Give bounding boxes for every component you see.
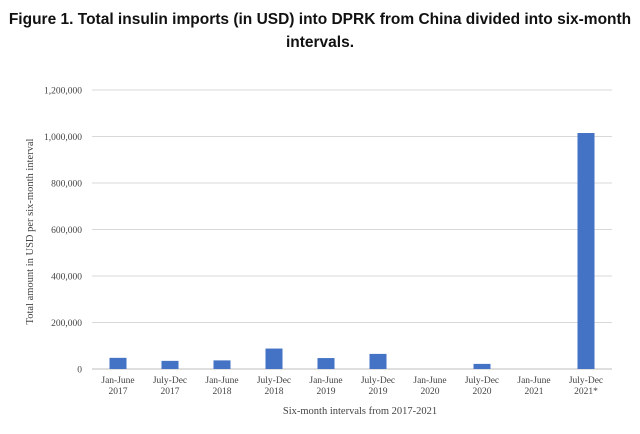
x-tick-label: July-Dec 2018 <box>257 376 291 397</box>
bar <box>317 358 335 369</box>
bar <box>577 133 595 369</box>
x-tick-label: Jan-June 2017 <box>101 376 134 397</box>
bar <box>265 348 283 369</box>
chart-title-line-2: intervals. <box>285 34 355 51</box>
x-tick-label: July-Dec 2019 <box>361 376 395 397</box>
bar <box>161 360 179 369</box>
bar <box>369 353 387 369</box>
y-tick-label: 0 <box>77 366 82 376</box>
bar <box>473 363 491 369</box>
x-tick-label: July-Dec 2021* <box>569 376 603 397</box>
x-tick-label: July-Dec 2020 <box>465 376 499 397</box>
y-tick-label: 600,000 <box>51 226 82 236</box>
y-axis-ticks: 0 200,000 400,000 600,000 800,000 1,000,000 1,… <box>44 87 82 376</box>
chart-title: Figure 1. Total insulin imports (in USD)… <box>0 8 640 54</box>
gridlines <box>92 89 612 370</box>
y-tick-label: 200,000 <box>51 319 82 329</box>
x-tick-label: July-Dec 2017 <box>153 376 187 397</box>
bars <box>109 133 595 369</box>
bar <box>213 360 231 369</box>
bar <box>109 357 127 369</box>
y-axis-label: Total amount in USD per six-month interv… <box>25 138 36 324</box>
chart-title-line-1: Figure 1. Total insulin imports (in USD)… <box>8 11 632 28</box>
x-tick-label: Jan-June 2018 <box>205 376 238 397</box>
y-tick-label: 400,000 <box>51 273 82 283</box>
x-axis-ticks: Jan-June 2017 July-Dec 2017 Jan-June 2018 July… <box>101 376 603 397</box>
y-tick-label: 1,000,000 <box>44 133 82 143</box>
x-tick-label: Jan-June 2019 <box>309 376 342 397</box>
x-tick-label: Jan-June 2021 <box>517 376 550 397</box>
y-tick-label: 1,200,000 <box>44 87 82 97</box>
y-tick-label: 800,000 <box>51 180 82 190</box>
x-axis-label: Six-month intervals from 2017-2021 <box>283 406 437 417</box>
x-tick-label: Jan-June 2020 <box>413 376 446 397</box>
